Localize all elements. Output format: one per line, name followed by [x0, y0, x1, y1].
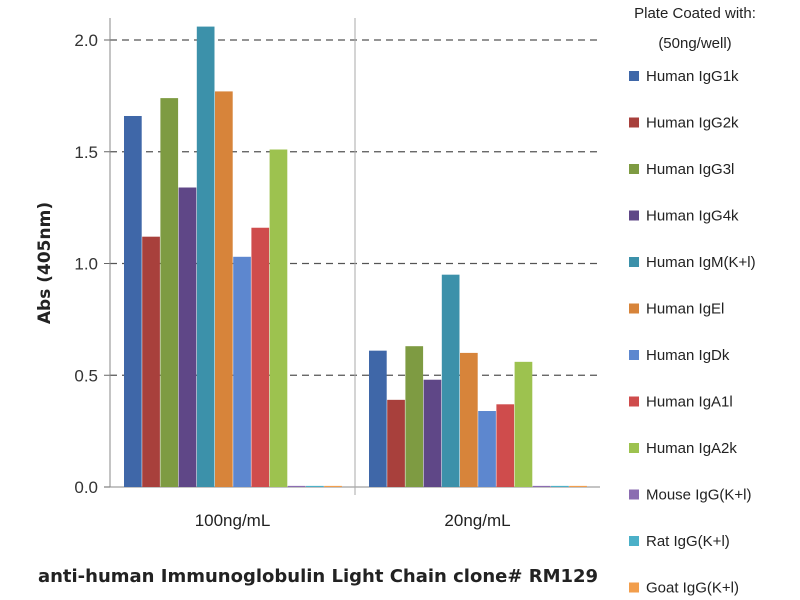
- legend-label: Human IgDk: [646, 347, 730, 364]
- legend-swatch: [629, 489, 639, 500]
- bar-human-igdk-100ng: [233, 256, 251, 487]
- bar-human-igdk-20ng: [478, 411, 496, 487]
- legend-swatch: [629, 582, 639, 593]
- bar-human-igg4k-20ng: [423, 379, 442, 487]
- x-category-label: 100ng/mL: [195, 511, 271, 530]
- legend-title: Plate Coated with:: [634, 5, 756, 22]
- bar-human-iga1l-100ng: [251, 227, 270, 488]
- bar-mouse-igg-k-l--20ng: [532, 485, 551, 487]
- legend-swatch: [629, 396, 639, 407]
- legend-label: Human IgM(K+l): [646, 254, 756, 271]
- legend-label: Human IgG4k: [646, 208, 739, 225]
- legend-swatch: [629, 443, 639, 453]
- legend-swatch: [629, 303, 639, 314]
- bar-rat-igg-k-l--100ng: [306, 485, 324, 487]
- bar-goat-igg-k-l--20ng: [569, 485, 587, 487]
- legend-swatch: [629, 210, 639, 221]
- legend-swatch: [629, 164, 639, 174]
- bar-mouse-igg-k-l--100ng: [287, 485, 306, 487]
- x-category-labels: 100ng/mL 20ng/mL: [195, 511, 511, 530]
- x-axis-title: anti-human Immunoglobulin Light Chain cl…: [38, 566, 598, 587]
- y-tick-label: 2.0: [74, 31, 98, 50]
- bar-human-igg3l-100ng: [160, 98, 179, 488]
- bar-human-iga2k-100ng: [269, 149, 288, 487]
- legend-label: Human IgA1l: [646, 394, 733, 411]
- x-category-label: 20ng/mL: [444, 511, 510, 530]
- y-tick-label: 1.5: [74, 143, 98, 162]
- legend-label: Rat IgG(K+l): [646, 533, 730, 550]
- legend-swatch: [629, 536, 639, 546]
- legend-label: Goat IgG(K+l): [646, 580, 739, 597]
- bar-human-igg4k-100ng: [178, 187, 197, 487]
- legend-swatch: [629, 71, 639, 81]
- bar-rat-igg-k-l--20ng: [551, 485, 569, 487]
- bar-human-igg2k-100ng: [142, 236, 160, 487]
- bar-goat-igg-k-l--100ng: [324, 485, 342, 487]
- bars-layer: [124, 26, 587, 488]
- legend-label: Human IgEl: [646, 301, 724, 318]
- legend-label: Human IgA2k: [646, 440, 737, 457]
- bar-human-igm-k-l--20ng: [441, 274, 460, 487]
- bar-human-iga2k-20ng: [514, 361, 533, 487]
- legend: Plate Coated with: (50ng/well) Human IgG…: [629, 5, 756, 597]
- y-tick-label: 1.0: [74, 255, 98, 274]
- legend-label: Mouse IgG(K+l): [646, 487, 751, 504]
- legend-label: Human IgG1k: [646, 68, 739, 85]
- y-tick-label: 0.0: [74, 478, 98, 497]
- legend-label: Human IgG2k: [646, 115, 739, 132]
- bar-human-igel-100ng: [215, 91, 233, 487]
- bar-human-igg2k-20ng: [387, 399, 405, 487]
- legend-items: Human IgG1k Human IgG2k Human IgG3l Human I…: [629, 68, 756, 597]
- y-tick-labels: 0.0 0.5 1.0 1.5 2.0: [74, 31, 98, 497]
- y-tick-label: 0.5: [74, 366, 98, 385]
- bar-human-igm-k-l--100ng: [196, 26, 215, 488]
- legend-swatch: [629, 257, 639, 267]
- bar-human-iga1l-20ng: [496, 404, 515, 487]
- y-axis-label: Abs (405nm): [35, 202, 55, 324]
- bar-human-igg1k-100ng: [124, 115, 142, 488]
- legend-swatch: [629, 117, 639, 128]
- bar-human-igel-20ng: [460, 352, 478, 487]
- bar-human-igg1k-20ng: [369, 350, 387, 487]
- legend-label: Human IgG3l: [646, 161, 734, 178]
- bar-human-igg3l-20ng: [405, 346, 424, 487]
- legend-subtitle: (50ng/well): [658, 35, 731, 52]
- legend-swatch: [629, 350, 639, 360]
